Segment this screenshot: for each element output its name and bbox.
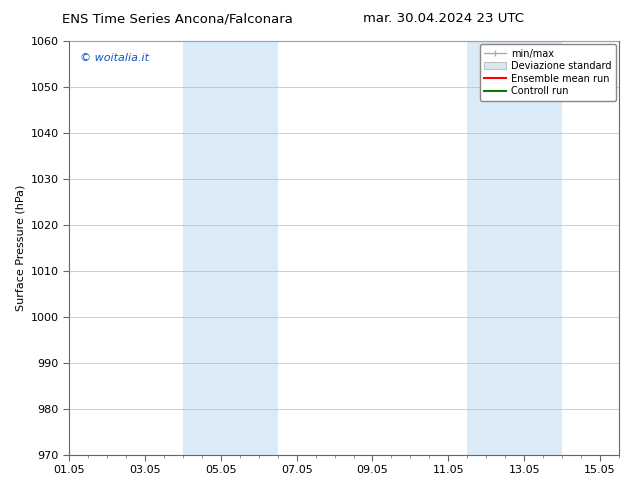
Legend: min/max, Deviazione standard, Ensemble mean run, Controll run: min/max, Deviazione standard, Ensemble m…	[479, 44, 616, 101]
Bar	[202, 41, 278, 455]
Y-axis label: Surface Pressure (hPa): Surface Pressure (hPa)	[15, 185, 25, 311]
Text: ENS Time Series Ancona/Falconara: ENS Time Series Ancona/Falconara	[62, 12, 293, 25]
Bar	[486, 41, 562, 455]
Bar	[183, 41, 202, 455]
Bar	[467, 41, 486, 455]
Text: mar. 30.04.2024 23 UTC: mar. 30.04.2024 23 UTC	[363, 12, 524, 25]
Text: © woitalia.it: © woitalia.it	[80, 53, 149, 64]
